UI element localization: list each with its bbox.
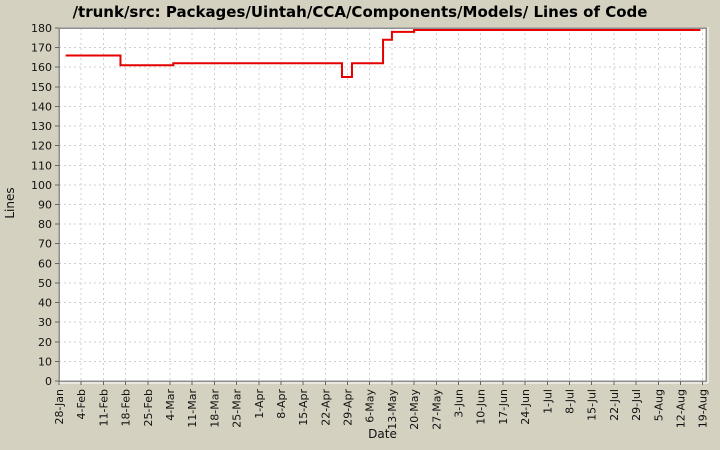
x-tick-label: 8-Apr (275, 389, 288, 419)
loc-step-line (65, 28, 701, 79)
x-tick-label: 18-Mar (208, 389, 221, 428)
plot-background (59, 28, 706, 381)
x-tick-label: 10-Jun (475, 389, 488, 425)
x-tick-label: 4-Mar (164, 389, 177, 421)
x-tick-label: 19-Aug (697, 389, 710, 428)
x-tick-label: 5-Aug (652, 389, 665, 421)
y-tick-label: 140 (31, 100, 52, 113)
x-tick-label: 12-Aug (674, 389, 687, 428)
y-tick-label: 110 (31, 159, 52, 172)
x-axis: 28-Jan 4-Feb 11-Feb 18-Feb 25-Feb 4-Mar 11-Mar… (53, 381, 710, 430)
x-tick-label: 8-Jul (563, 389, 576, 414)
x-tick-label: 29-Jul (630, 389, 643, 421)
y-tick-label: 170 (31, 42, 52, 55)
x-tick-label: 25-Feb (142, 389, 155, 426)
x-tick-label: 28-Jan (53, 389, 66, 425)
gridlines (59, 28, 706, 381)
x-tick-label: 15-Jul (586, 389, 599, 421)
y-tick-label: 40 (38, 297, 52, 310)
y-axis: 0 10 20 30 40 50 60 70 80 90 100 110 120 130 140 150 160… (31, 22, 59, 388)
y-tick-label: 70 (38, 238, 52, 251)
x-tick-label: 27-May (430, 389, 443, 430)
y-tick-label: 180 (31, 22, 52, 35)
x-tick-label: 6-May (364, 389, 377, 423)
x-tick-label: 15-Apr (297, 389, 310, 426)
y-tick-label: 0 (45, 375, 52, 388)
x-tick-label: 17-Jun (497, 389, 510, 425)
y-tick-label: 60 (38, 257, 52, 270)
y-tick-label: 80 (38, 218, 52, 231)
y-tick-label: 90 (38, 199, 52, 212)
x-axis-title: Date (368, 427, 397, 441)
x-tick-label: 20-May (408, 389, 421, 430)
x-tick-label: 13-May (386, 389, 399, 430)
x-tick-label: 18-Feb (120, 389, 133, 426)
y-tick-label: 30 (38, 316, 52, 329)
x-tick-label: 29-Apr (342, 389, 355, 426)
y-tick-label: 100 (31, 179, 52, 192)
x-tick-label: 22-Apr (319, 389, 332, 426)
y-tick-label: 10 (38, 355, 52, 368)
x-tick-label: 25-Mar (231, 389, 244, 428)
y-tick-label: 130 (31, 120, 52, 133)
chart-title: /trunk/src: Packages/Uintah/CCA/Componen… (72, 3, 648, 21)
y-tick-label: 50 (38, 277, 52, 290)
x-tick-label: 4-Feb (75, 389, 88, 419)
x-tick-label: 3-Jun (453, 389, 466, 418)
y-tick-label: 20 (38, 336, 52, 349)
x-tick-label: 1-Jul (541, 389, 554, 414)
x-tick-label: 22-Jul (608, 389, 621, 421)
y-tick-label: 120 (31, 140, 52, 153)
x-tick-label: 1-Apr (253, 389, 266, 419)
x-tick-label: 24-Jun (519, 389, 532, 425)
y-tick-label: 150 (31, 81, 52, 94)
x-tick-label: 11-Feb (97, 389, 110, 426)
y-tick-label: 160 (31, 61, 52, 74)
x-tick-label: 11-Mar (186, 389, 199, 428)
